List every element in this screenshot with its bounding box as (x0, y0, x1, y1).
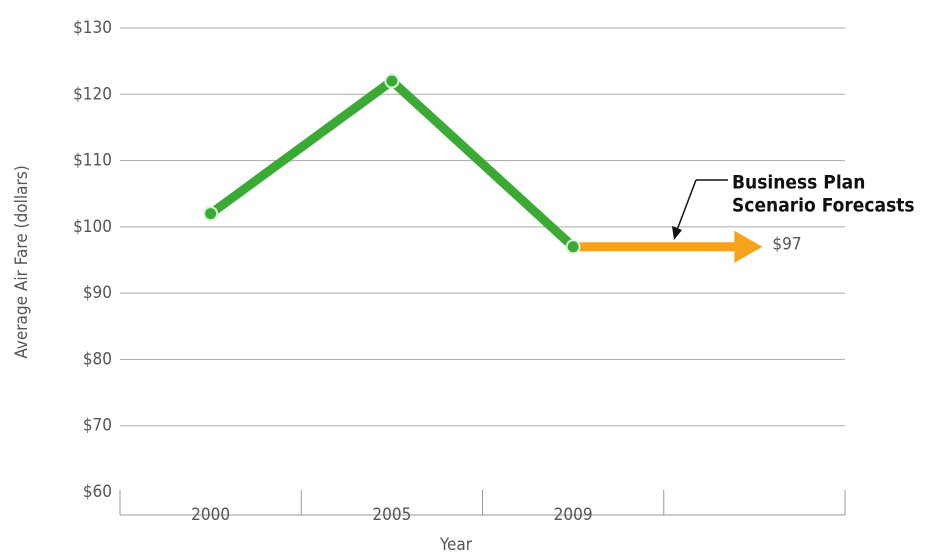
x-tick-label: 2009 (554, 505, 593, 525)
x-axis-label: Year (439, 535, 473, 555)
y-axis-label: Average Air Fare (dollars) (12, 165, 32, 358)
x-tick-label: 2005 (372, 505, 411, 525)
series-line (207, 76, 577, 251)
y-tick-label: $60 (83, 482, 112, 502)
value-label: $97 (772, 235, 801, 255)
y-tick-label: $130 (73, 18, 112, 38)
y-tick-label: $100 (73, 217, 112, 237)
point (565, 239, 581, 255)
annotation-arrowhead (672, 226, 682, 240)
y-tick-label: $70 (83, 416, 112, 436)
y-tick-label: $80 (83, 349, 112, 369)
annotation: Scenario Forecasts (732, 195, 915, 217)
y-tick-label: $90 (83, 283, 112, 303)
annotation: Business Plan (732, 172, 865, 194)
y-tick-label: $120 (73, 84, 112, 104)
annotation-leader (676, 179, 697, 231)
y-tick-label: $110 (73, 151, 112, 171)
point (384, 73, 400, 89)
arrow-head (734, 230, 763, 263)
point (203, 206, 219, 222)
x-tick-label: 2000 (191, 505, 230, 525)
